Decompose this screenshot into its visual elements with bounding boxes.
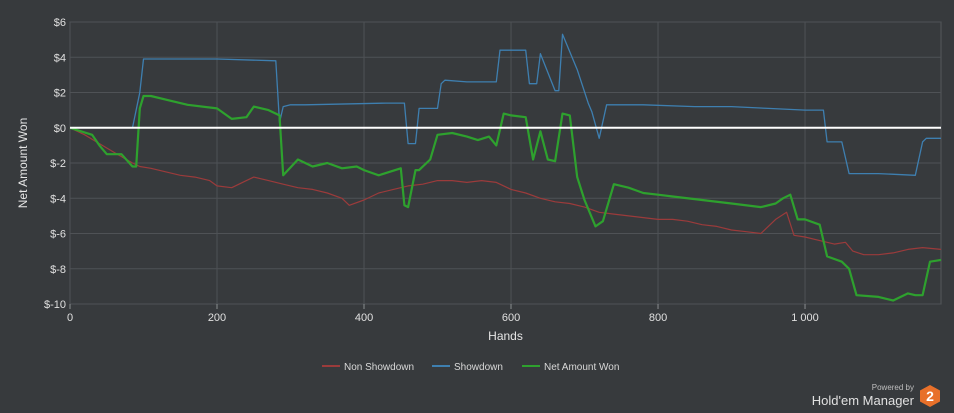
y-tick-label: $-2 (50, 158, 66, 170)
y-axis-title: Net Amount Won (16, 118, 30, 209)
series-line-non-showdown (69, 127, 942, 256)
y-tick-label: $-10 (44, 299, 66, 311)
branding: Powered by Hold'em Manager 2 (812, 384, 940, 407)
hexagon-logo-icon: 2 (920, 384, 940, 407)
legend-label: Net Amount Won (544, 362, 619, 373)
y-tick-label: $-8 (50, 264, 66, 276)
branding-text: Powered by Hold'em Manager (811, 383, 914, 408)
series-lines (69, 33, 942, 302)
y-tick-label: $6 (54, 17, 66, 29)
legend-label: Showdown (454, 362, 503, 373)
y-tick-label: $-6 (50, 229, 66, 241)
legend-item-non-showdown[interactable]: Non Showdown (322, 362, 414, 373)
x-axis-ticks: 0 200 400 600 800 1 000 (67, 304, 819, 324)
x-tick-label: 400 (355, 312, 373, 324)
grid-lines (69, 21, 941, 305)
legend[interactable]: Non Showdown Showdown Net Amount Won (322, 362, 619, 373)
legend-item-net-amount-won[interactable]: Net Amount Won (522, 362, 619, 373)
x-tick-label: 600 (502, 312, 520, 324)
y-tick-label: $-4 (50, 193, 66, 205)
powered-by-label: Powered by (871, 383, 914, 392)
y-axis-ticks: $6 $4 $2 $0 $-2 $-4 $-6 $-8 $-10 (44, 17, 66, 311)
brand-name: Hold'em Manager (811, 393, 914, 408)
brand-badge-number: 2 (926, 388, 934, 404)
y-tick-label: $4 (54, 52, 66, 64)
x-tick-label: 800 (649, 312, 667, 324)
series-line-net-amount-won (69, 94, 942, 302)
x-tick-label: 0 (67, 312, 73, 324)
series-line-showdown (70, 33, 941, 176)
x-tick-label: 200 (208, 312, 226, 324)
legend-item-showdown[interactable]: Showdown (432, 362, 503, 373)
y-tick-label: $0 (54, 123, 66, 135)
x-axis-title: Hands (488, 329, 523, 343)
legend-label: Non Showdown (344, 362, 414, 373)
y-tick-label: $2 (54, 88, 66, 100)
x-tick-label: 1 000 (791, 312, 819, 324)
